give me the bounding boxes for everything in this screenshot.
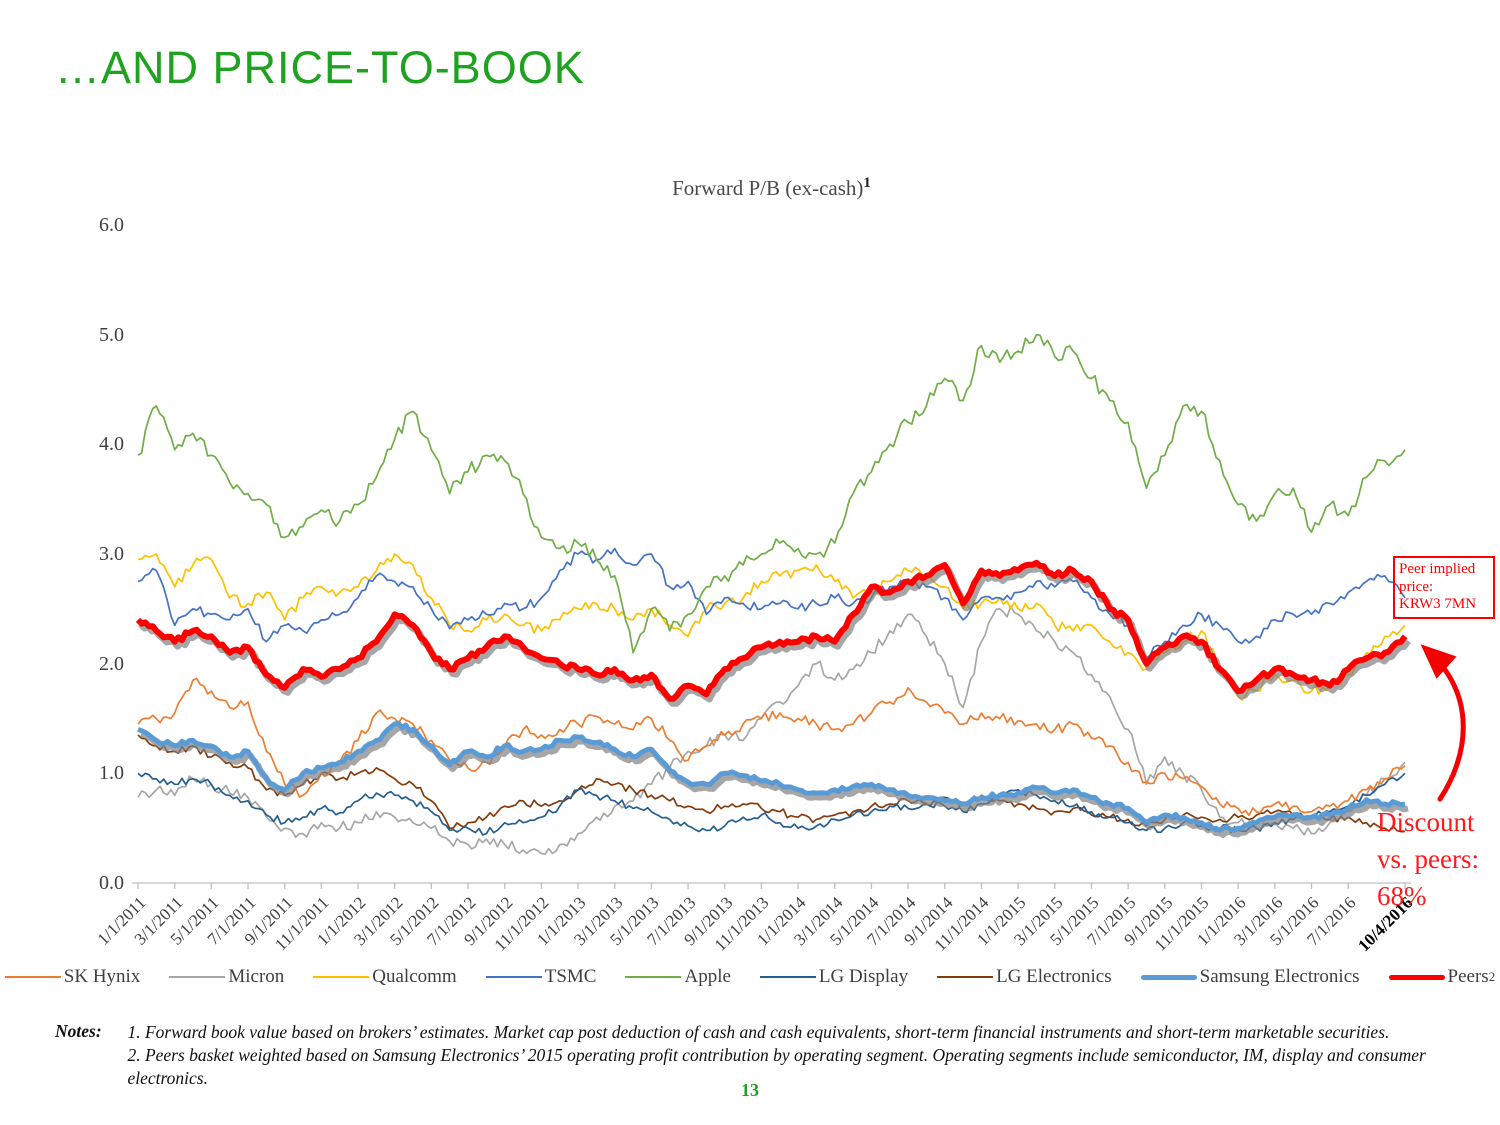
legend-label: Qualcomm: [372, 966, 457, 987]
discount-line: 68%: [1377, 881, 1427, 911]
legend-label: Micron: [228, 966, 285, 987]
peer-arrow: [1420, 644, 1466, 802]
y-axis-tick-label: 1.0: [99, 762, 124, 785]
chart-legend: SK Hynix Micron Qualcomm TSMC Apple LG Displa…: [0, 966, 1500, 988]
qualcomm-line: [137, 553, 1406, 701]
tsmc-line: [137, 547, 1406, 660]
samsung-electronics-line: [137, 720, 1406, 833]
y-axis-tick-label: 2.0: [99, 652, 124, 675]
legend-label: Peers: [1447, 966, 1489, 987]
legend-swatch: [313, 976, 370, 978]
legend-swatch: [759, 976, 816, 978]
legend-label: Apple: [684, 966, 731, 987]
legend-footnote-mark: 2: [1488, 969, 1496, 984]
lg-electronics-line: [137, 734, 1406, 833]
notes-label: Notes:: [55, 1021, 102, 1041]
legend-swatch: [1140, 974, 1197, 980]
peers-line-shadow: [138, 563, 1411, 707]
legend-swatch: [169, 976, 226, 978]
discount-annotation: Discount vs. peers: 68%: [1377, 804, 1479, 915]
peer-implied-price-callout: Peer implied price: KRW3 7MN: [1393, 556, 1495, 619]
callout-line: price:: [1399, 578, 1434, 595]
legend-item-lg-display: LG Display: [759, 966, 909, 988]
legend-item-sk-hynix: SK Hynix: [4, 966, 141, 988]
legend-swatch: [4, 976, 61, 978]
note-line-1: 1. Forward book value based on brokers’ …: [127, 1022, 1390, 1042]
callout-line: Peer implied: [1399, 561, 1476, 577]
peers-line: [135, 559, 1408, 702]
apple-line: [137, 333, 1406, 654]
chart-title-footnote-mark: 1: [863, 175, 871, 191]
legend-item-tsmc: TSMC: [485, 966, 597, 988]
legend-item-qualcomm: Qualcomm: [313, 966, 457, 988]
legend-swatch: [1388, 974, 1445, 980]
legend-label: TSMC: [544, 966, 597, 987]
chart-title-text: Forward P/B (ex-cash): [672, 176, 864, 200]
discount-line: Discount: [1377, 807, 1475, 837]
y-axis-tick-label: 6.0: [99, 214, 124, 236]
legend-swatch: [485, 976, 542, 978]
legend-item-micron: Micron: [169, 966, 284, 988]
chart-title: Forward P/B (ex-cash)1: [138, 175, 1405, 201]
x-axis: [132, 882, 1411, 889]
legend-item-apple: Apple: [625, 966, 731, 988]
legend-item-samsung-electronics: Samsung Electronics: [1140, 966, 1360, 988]
legend-swatch: [625, 976, 682, 978]
samsung-electronics-line-shadow: [140, 724, 1409, 838]
sk-hynix-line: [137, 677, 1406, 817]
legend-label: LG Electronics: [996, 966, 1112, 987]
discount-line: vs. peers:: [1377, 844, 1479, 874]
micron-line: [137, 605, 1406, 855]
y-axis-tick-label: 4.0: [99, 433, 124, 456]
notes-block: Notes: 1. Forward book value based on br…: [55, 1021, 1500, 1090]
legend-item-lg-electronics: LG Electronics: [937, 966, 1112, 988]
legend-item-peers: Peers 2: [1388, 966, 1496, 988]
note-line-2: 2. Peers basket weighted based on Samsun…: [127, 1045, 1426, 1088]
callout-line: KRW3 7MN: [1399, 596, 1477, 612]
legend-label: Samsung Electronics: [1199, 966, 1360, 987]
y-axis-tick-label: 3.0: [99, 543, 124, 565]
chart-series: [135, 333, 1411, 855]
legend-swatch: [937, 976, 994, 978]
legend-label: SK Hynix: [63, 966, 141, 987]
y-axis-tick-label: 0.0: [99, 872, 124, 894]
y-axis-tick-label: 5.0: [99, 323, 124, 346]
legend-label: LG Display: [818, 966, 909, 987]
page-number: 13: [741, 1080, 759, 1100]
page-title: …AND PRICE-TO-BOOK: [55, 42, 585, 93]
